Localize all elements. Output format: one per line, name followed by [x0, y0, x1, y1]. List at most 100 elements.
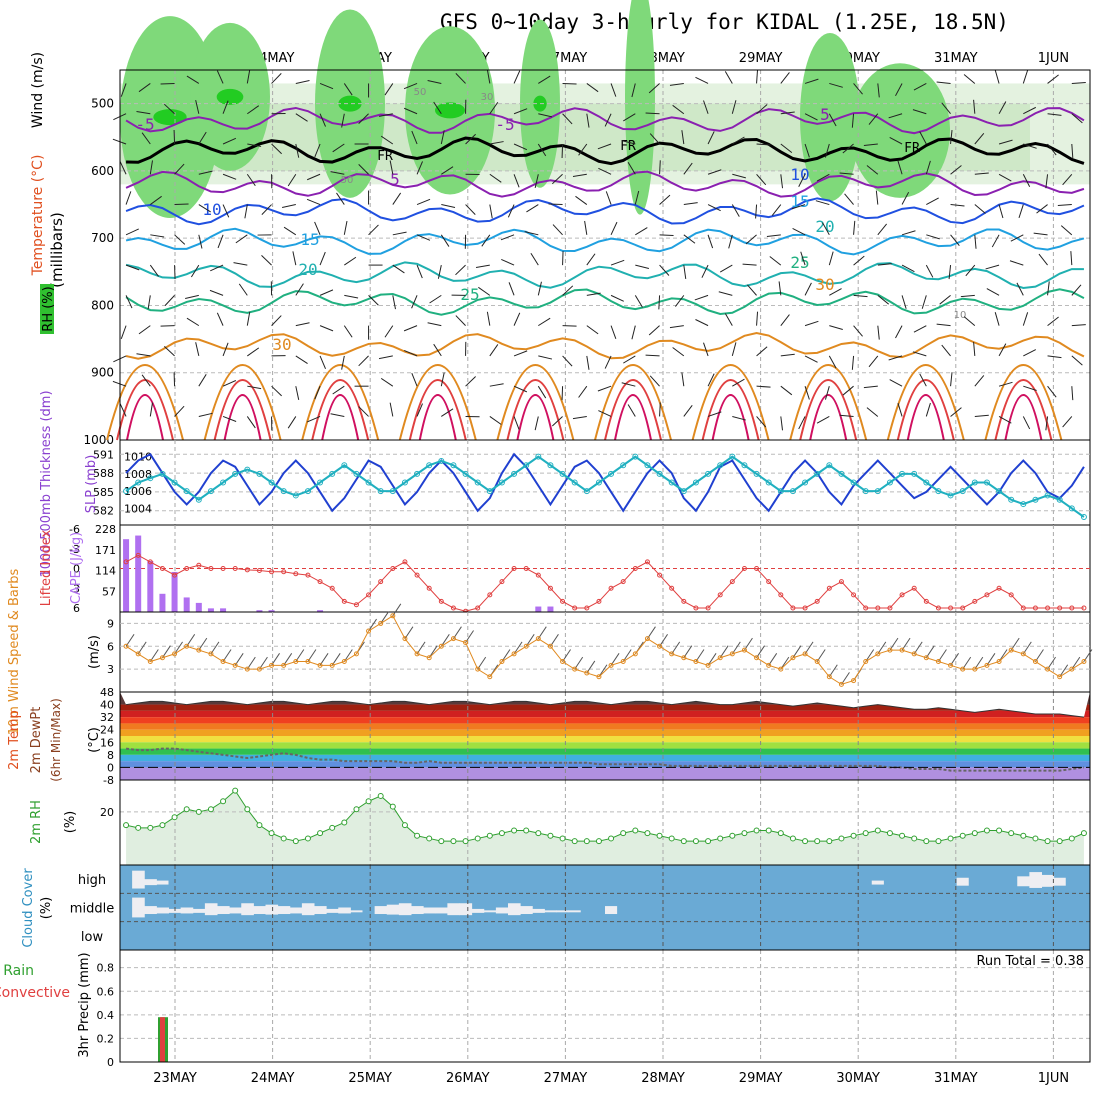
wind-barb	[295, 143, 300, 158]
temperature-color-band	[120, 723, 1090, 730]
pressure-tick-label: 600	[91, 164, 114, 178]
cloud-clear-cell	[823, 921, 836, 950]
surface-isotherm	[614, 394, 652, 441]
cloud-cell	[350, 910, 363, 913]
wind-barb	[804, 282, 812, 296]
slp-marker	[220, 479, 227, 486]
lifted-marker	[911, 585, 917, 591]
wind-barb	[732, 136, 745, 145]
rh-marker	[207, 806, 214, 813]
wind-marker	[256, 666, 262, 672]
rh-marker	[717, 835, 724, 842]
cloud-clear-cell	[714, 893, 727, 922]
wind-barb	[507, 204, 515, 218]
surface-isotherm	[116, 379, 174, 441]
cloud-cell	[411, 906, 424, 915]
rh-unit-label: (%)	[63, 811, 78, 834]
temperature-tick-label: 32	[100, 711, 114, 724]
lifted-marker	[402, 559, 408, 565]
slp-marker	[717, 462, 724, 469]
wind-barb	[780, 385, 793, 396]
thickness-tick-label: 585	[93, 486, 114, 499]
cloud-clear-cell	[980, 865, 994, 894]
wind-barb	[973, 341, 976, 356]
cloud-clear-cell	[289, 865, 303, 894]
cloud-cell	[956, 877, 970, 886]
cloud-clear-cell	[653, 893, 667, 922]
cloud-cell	[471, 908, 485, 913]
cloud-cell	[459, 903, 473, 916]
cloud-clear-cell	[132, 921, 145, 950]
cloud-clear-cell	[495, 921, 509, 950]
rh-marker	[474, 835, 481, 842]
wind-barb	[125, 228, 139, 236]
wind-barb	[998, 101, 1007, 114]
precip-convective-bar	[160, 1017, 165, 1062]
cape-bar	[207, 608, 214, 612]
wind-barb	[341, 355, 345, 370]
cloud-clear-cell	[762, 893, 776, 922]
wind-barb	[358, 164, 369, 175]
wind-barb	[141, 374, 151, 387]
cloud-clear-cell	[447, 865, 460, 894]
lifted-marker	[232, 566, 238, 571]
slp-marker	[535, 453, 542, 460]
wind-barb	[149, 402, 153, 417]
wind-barb	[222, 342, 229, 357]
cloud-clear-cell	[120, 865, 133, 894]
wind-barb	[319, 113, 326, 127]
wind-barb	[1022, 69, 1029, 84]
rh-marker	[498, 830, 505, 837]
cape-tick-label: 171	[95, 544, 116, 557]
wind-barb	[295, 322, 310, 327]
wind-barb	[707, 373, 715, 387]
slp-marker	[450, 462, 457, 469]
wind-barb	[125, 264, 140, 271]
run-total-label: Run Total = 0.38	[976, 954, 1084, 969]
cloud-clear-cell	[508, 865, 521, 894]
wind-barb	[973, 99, 976, 114]
wind-barb	[683, 404, 693, 417]
cloud-clear-cell	[968, 893, 982, 922]
wind-barb	[950, 204, 965, 207]
cloud-cell	[144, 879, 157, 886]
slp-marker	[353, 470, 360, 477]
wind-barb	[343, 325, 353, 338]
rh-marker	[341, 819, 348, 826]
slp-marker	[571, 479, 578, 486]
cloud-cell	[423, 907, 436, 914]
date-label-top: 1JUN	[1038, 51, 1069, 66]
cloud-clear-cell	[641, 921, 654, 950]
wind-marker	[378, 620, 384, 626]
wind-barb	[314, 385, 321, 400]
wind-barb	[610, 221, 618, 236]
surface-isotherm	[496, 364, 575, 441]
rh-marker	[244, 806, 251, 813]
surface-isotherm	[906, 394, 945, 441]
cloud-clear-cell	[362, 865, 376, 894]
wind-marker	[1045, 666, 1051, 672]
cloud-cell	[495, 907, 509, 914]
wind-barb	[513, 143, 528, 151]
cloud-clear-cell	[726, 865, 739, 894]
wind-barb	[1045, 416, 1049, 431]
wind-marker	[123, 643, 129, 649]
cloud-clear-cell	[265, 865, 279, 894]
wind-barb	[1047, 385, 1057, 398]
isotherm-label: -5	[495, 115, 514, 134]
slp-marker	[486, 488, 493, 495]
cloud-clear-cell	[859, 921, 873, 950]
slp-marker	[498, 479, 505, 486]
wind-barb	[295, 80, 310, 84]
cloud-clear-cell	[859, 865, 873, 894]
wind-barb	[901, 191, 910, 205]
slp-marker	[232, 470, 239, 477]
cloud-cell	[326, 908, 339, 913]
wind-barb	[455, 264, 466, 276]
cloud-clear-cell	[932, 921, 945, 950]
wind-marker	[487, 674, 493, 680]
wind-barb	[672, 347, 685, 357]
thickness-line	[125, 452, 1085, 513]
wind-barb	[798, 416, 806, 430]
wind-barb	[991, 234, 1000, 248]
